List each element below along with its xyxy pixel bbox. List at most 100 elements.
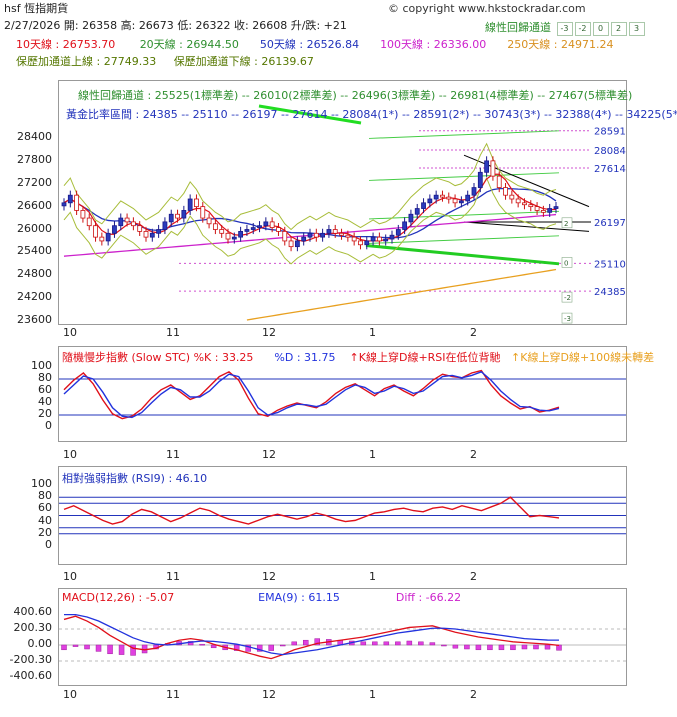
rsi-title: 相對強弱指數 (RSI9) : 46.10: [62, 472, 208, 485]
close-label: 收: [234, 19, 246, 32]
macd-diff-label: Diff : -66.22: [395, 591, 462, 604]
open-value: 26358: [82, 19, 118, 32]
macd-diff-bar: [475, 644, 482, 651]
x-tick-label: 10: [63, 570, 77, 583]
y-tick-label: 20: [38, 525, 52, 539]
date: 2/27/2026: [4, 19, 61, 32]
reg-chip: -2: [561, 291, 573, 303]
x-tick-label: 1: [369, 448, 376, 461]
regression-toggle: 線性回歸通道 -3 -2 0 2 3: [485, 19, 645, 36]
stoch-k-line: [63, 369, 560, 420]
fib-label: 24385: [594, 287, 626, 298]
macd-diff-bar: [95, 644, 102, 652]
candle-body: [465, 194, 471, 202]
boll-lower: 保歷加通道下線 : 26139.67: [173, 55, 314, 68]
macd-ema-line: [64, 613, 560, 656]
candle-body: [212, 223, 218, 230]
candle-body: [93, 225, 98, 238]
regression-line: [368, 172, 560, 181]
triangle-line: [463, 154, 590, 208]
rsi-panel: [58, 466, 627, 565]
candle-body: [528, 204, 534, 208]
y-tick-label: 28400: [17, 130, 52, 143]
macd-diff-bar: [521, 644, 528, 650]
reg-chip-box: [561, 291, 573, 303]
candle-body: [358, 240, 363, 246]
candle-body: [250, 227, 256, 230]
macd-diff-bar: [487, 644, 493, 651]
golden-ratio-text: 黃金比率區間 : 24385 -- 25110 -- 26197 -- 2761…: [66, 108, 677, 121]
macd-diff-bar: [406, 640, 413, 646]
reg-chip: -3: [561, 312, 573, 324]
candle-body: [326, 229, 332, 234]
candle-body: [471, 187, 477, 196]
up-arrow-red-icon: ↑: [349, 351, 359, 364]
y-tick-label: 24800: [17, 267, 52, 281]
macd-diff-bar: [72, 644, 79, 647]
x-tick-label: 1: [369, 570, 376, 583]
candle-body: [477, 171, 483, 188]
y-tick-label: 60: [38, 501, 52, 515]
candle-body: [522, 202, 527, 206]
candle-body: [175, 213, 180, 219]
x-tick-label: 10: [63, 326, 77, 339]
chart-header: hsf 恆指期貨: [4, 2, 68, 15]
candle-body: [187, 198, 193, 211]
macd-diff-bar: [510, 644, 516, 651]
reg-button-0[interactable]: 0: [592, 22, 609, 36]
macd-diff-bar: [383, 641, 390, 646]
reg-chip: 0: [561, 257, 573, 268]
reg-button-m2[interactable]: -2: [574, 22, 591, 36]
y-tick-label: 60: [38, 383, 52, 396]
candle-body: [376, 236, 382, 242]
candle-body: [395, 229, 401, 236]
x-tick-label: 2: [470, 326, 477, 339]
y-tick-label: -200.30: [9, 653, 52, 666]
y-tick-label: 0: [45, 419, 52, 432]
macd-diff-bar: [314, 638, 321, 646]
ma20-label: 20天線 : 26944.50: [139, 38, 239, 51]
candle-body: [452, 198, 458, 204]
macd-diff-bar: [256, 644, 263, 652]
x-tick-label: 11: [166, 688, 180, 701]
candle-body: [484, 160, 490, 173]
candle-body: [86, 217, 92, 227]
bollinger-lower: [63, 176, 557, 265]
trend-line-thick: [365, 244, 560, 266]
y-tick-label: 23600: [17, 313, 52, 326]
candle-body: [99, 236, 105, 242]
candle-body: [509, 194, 515, 200]
y-tick-label: 100: [31, 359, 52, 372]
y-tick-label: 26000: [17, 221, 52, 235]
candle-body: [143, 231, 149, 238]
bollinger-upper: [63, 142, 557, 231]
regression-title: 線性回歸通道: [485, 21, 551, 34]
y-tick-label: 100: [31, 477, 52, 490]
candle-body: [149, 232, 155, 238]
reg-chip-box: [561, 257, 573, 268]
candle-body: [269, 221, 275, 228]
ma100-label: 100天線 : 26336.00: [380, 38, 487, 51]
stoch-k-label: 隨機慢步指數 (Slow STC) %K : 33.25: [62, 351, 254, 364]
stoch-panel: [58, 346, 627, 442]
reg-button-m3[interactable]: -3: [556, 22, 573, 36]
reg-button-3[interactable]: 3: [628, 22, 645, 36]
candle-body: [351, 236, 357, 242]
candle-body: [105, 232, 111, 242]
macd-diff-bar: [441, 644, 447, 647]
candle-body: [238, 231, 244, 238]
reg-button-2[interactable]: 2: [610, 22, 627, 36]
ma250-line: [246, 268, 557, 321]
y-tick-label: 40: [38, 513, 52, 527]
candle-body: [389, 234, 395, 240]
candle-body: [301, 236, 307, 242]
candle-body: [112, 225, 117, 234]
x-tick-label: 2: [470, 448, 477, 461]
macd-diff-bar: [302, 639, 309, 646]
y-tick-label: 20: [38, 407, 52, 420]
candle-body: [74, 194, 80, 211]
macd-diff-bar: [84, 644, 90, 650]
y-tick-label: 25400: [17, 244, 52, 258]
candle-body: [67, 194, 73, 204]
macd-diff-bar: [372, 641, 378, 646]
